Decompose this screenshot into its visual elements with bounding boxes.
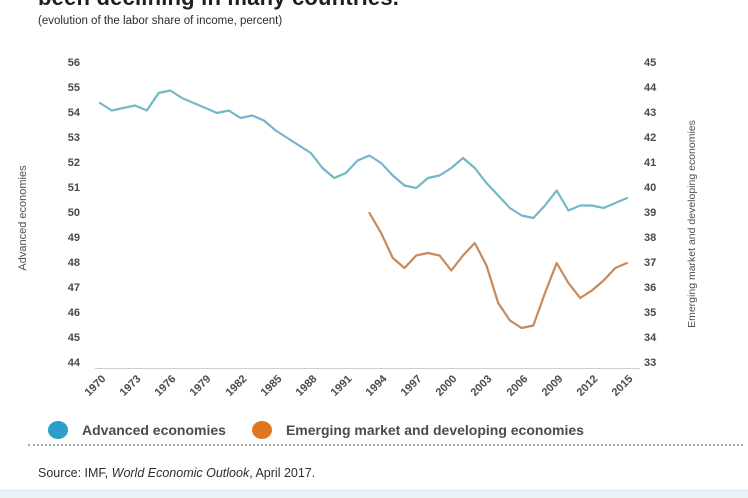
right-tick-label: 41	[644, 157, 657, 169]
source-suffix: , April 2017.	[249, 466, 316, 480]
right-tick-label: 45	[644, 57, 657, 69]
right-tick-label: 40	[644, 182, 657, 194]
x-axis-line	[95, 368, 640, 369]
left-tick-label: 53	[67, 132, 80, 144]
right-tick-label: 43	[644, 107, 657, 119]
chart-title: been declining in many countries.	[38, 0, 399, 11]
right-tick-label: 35	[644, 307, 657, 319]
right-tick-label: 42	[644, 132, 657, 144]
bottom-edge-band	[0, 490, 748, 498]
dotted-separator	[28, 444, 743, 446]
right-tick-label: 37	[644, 257, 657, 269]
chart-subtitle: (evolution of the labor share of income,…	[38, 15, 283, 27]
emerging-market-and-developing-economies-line	[368, 211, 629, 330]
right-tick-label: 34	[644, 332, 657, 344]
left-tick-label: 48	[67, 257, 80, 269]
advanced-economies-legend-dot-icon	[48, 421, 68, 439]
advanced-economies-legend-item: Advanced economies	[48, 421, 226, 439]
legend: Advanced economies Emerging market and de…	[48, 421, 584, 439]
emerging-market-and-developing-economies-legend-item: Emerging market and developing economies	[251, 421, 584, 439]
emerging-market-and-developing-economies-legend-dot-icon	[251, 421, 272, 439]
legend-label: Advanced economies	[82, 422, 226, 438]
advanced-economies-line	[98, 89, 629, 220]
left-tick-label: 55	[67, 82, 80, 94]
right-tick-label: 38	[644, 232, 657, 244]
left-tick-label: 51	[67, 182, 80, 194]
left-tick-label: 52	[67, 157, 80, 169]
legend-label: Emerging market and developing economies	[285, 422, 584, 438]
left-tick-label: 45	[67, 332, 80, 344]
source-prefix: Source: IMF,	[38, 466, 112, 480]
right-tick-label: 44	[644, 82, 657, 94]
title-block: been declining in many countries. (evolu…	[38, 0, 399, 27]
left-tick-label: 46	[67, 307, 80, 319]
left-tick-label: 44	[67, 357, 80, 369]
source-note: Source: IMF, World Economic Outlook, Apr…	[38, 466, 315, 480]
left-tick-label: 56	[67, 57, 80, 69]
right-tick-label: 36	[644, 282, 657, 294]
left-tick-label: 54	[67, 107, 80, 119]
right-tick-label: 39	[644, 207, 657, 219]
source-publication: World Economic Outlook	[111, 466, 250, 480]
right-tick-label: 33	[644, 357, 657, 369]
left-tick-label: 47	[67, 282, 80, 294]
left-tick-label: 50	[67, 207, 80, 219]
left-tick-label: 49	[67, 232, 80, 244]
